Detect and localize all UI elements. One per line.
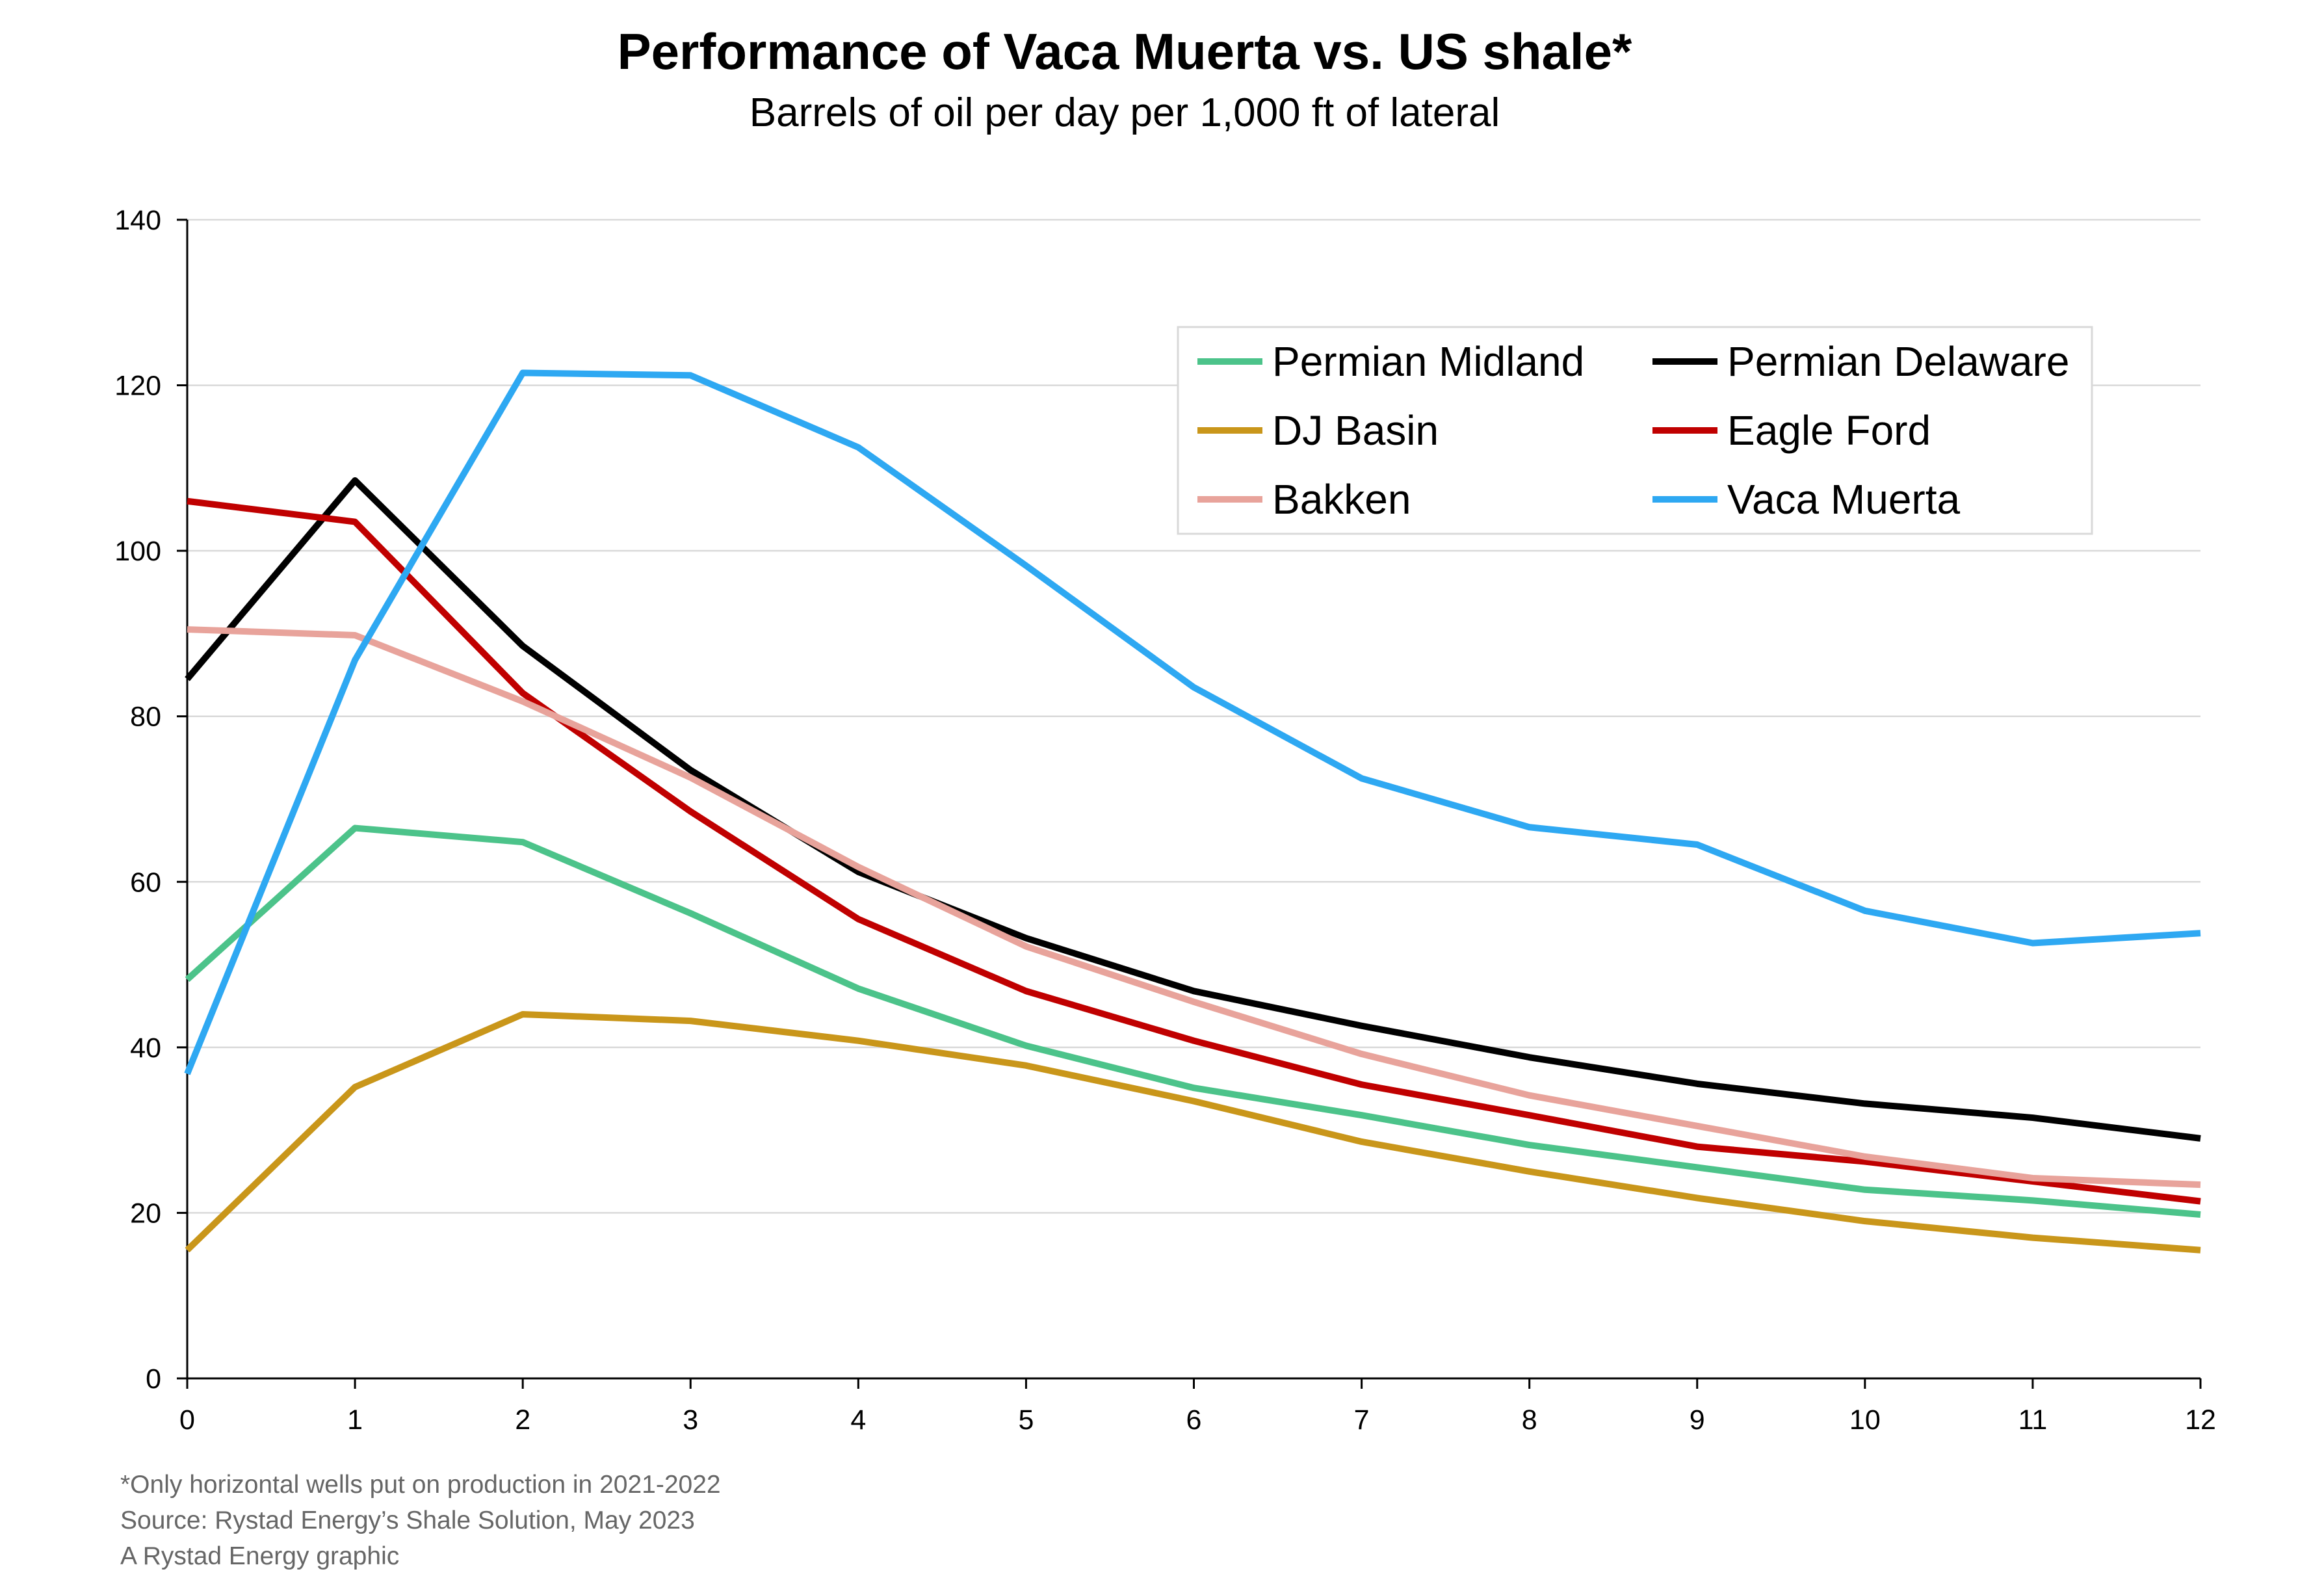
y-tick-label: 80: [130, 702, 161, 733]
legend-label-permian-delaware: Permian Delaware: [1727, 338, 2069, 385]
y-tick-label: 100: [114, 536, 161, 567]
y-tick-label: 40: [130, 1032, 161, 1064]
series-line-permian-midland: [185, 824, 2201, 1218]
y-tick-label: 20: [130, 1198, 161, 1229]
series-line-bakken: [187, 626, 2201, 1189]
legend-label-eagle-ford: Eagle Ford: [1727, 407, 1931, 454]
x-tick-label: 0: [179, 1404, 195, 1436]
legend-box: [1177, 326, 2093, 535]
series-line-permian-delaware: [185, 477, 2201, 1142]
x-tick-label: 6: [1186, 1404, 1202, 1436]
series-line-vaca-muerta: [184, 369, 2201, 1075]
y-tick-label: 60: [130, 867, 161, 898]
legend: Permian Midland Permian Delaware DJ Basin E…: [1177, 326, 2093, 535]
y-tick-label: 120: [114, 371, 161, 402]
footnote-source: Source: Rystad Energy’s Shale Solution, …: [120, 1506, 695, 1534]
legend-label-permian-midland: Permian Midland: [1272, 338, 1584, 385]
chart-subtitle: Barrels of oil per day per 1,000 ft of l…: [749, 90, 1500, 135]
x-tick-label: 8: [1522, 1404, 1537, 1436]
series-lines: [184, 369, 2201, 1254]
x-tick-label: 7: [1354, 1404, 1370, 1436]
y-tick-label: 140: [114, 205, 161, 236]
footnote-credit: A Rystad Energy graphic: [120, 1542, 400, 1570]
x-tick-label: 5: [1018, 1404, 1034, 1436]
x-tick-label: 11: [2018, 1404, 2048, 1436]
x-tick-label: 1: [347, 1404, 363, 1436]
legend-label-bakken: Bakken: [1272, 476, 1411, 523]
x-tick-label: 2: [515, 1404, 530, 1436]
chart-title: Performance of Vaca Muerta vs. US shale*: [617, 23, 1632, 80]
x-tick-label: 3: [683, 1404, 698, 1436]
x-tick-label: 12: [2185, 1404, 2216, 1436]
series-line-dj-basin: [185, 1010, 2201, 1254]
series-line-eagle-ford: [187, 497, 2201, 1205]
x-tick-label: 10: [1849, 1404, 1881, 1436]
legend-label-dj-basin: DJ Basin: [1272, 407, 1439, 454]
x-tick-label: 4: [850, 1404, 866, 1436]
footnote-wells: *Only horizontal wells put on production…: [120, 1471, 721, 1499]
y-tick-label: 0: [146, 1363, 161, 1395]
x-tick-label: 9: [1690, 1404, 1705, 1436]
legend-label-vaca-muerta: Vaca Muerta: [1727, 476, 1961, 523]
